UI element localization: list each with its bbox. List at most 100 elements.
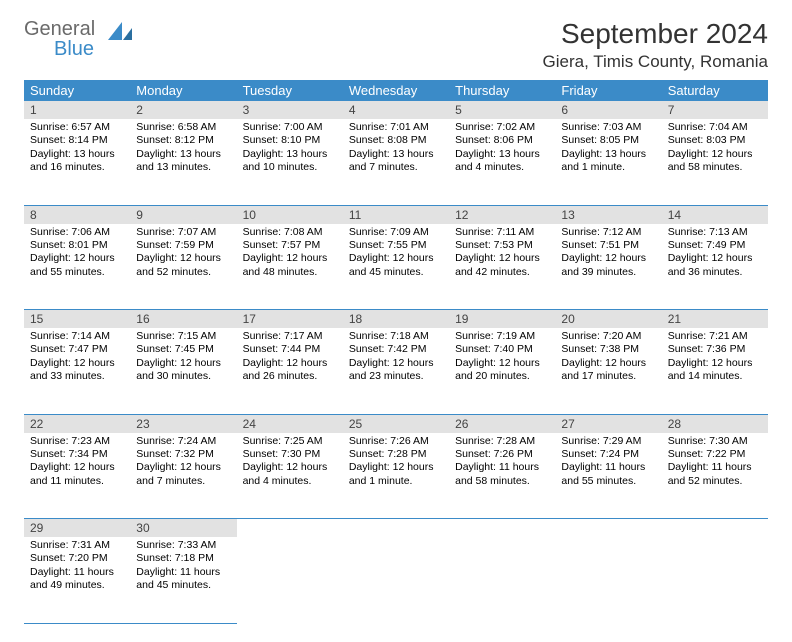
day-cell: Sunrise: 7:01 AMSunset: 8:08 PMDaylight:… xyxy=(343,119,449,205)
sunset-text: Sunset: 7:30 PM xyxy=(243,448,337,461)
day-cell: Sunrise: 7:19 AMSunset: 7:40 PMDaylight:… xyxy=(449,328,555,414)
weekday-thursday: Thursday xyxy=(449,80,555,101)
day-body: Sunrise: 7:03 AMSunset: 8:05 PMDaylight:… xyxy=(555,119,661,179)
daynum-cell: 11 xyxy=(343,205,449,224)
daylight-text: Daylight: 13 hours and 7 minutes. xyxy=(349,148,443,175)
week-row: Sunrise: 7:06 AMSunset: 8:01 PMDaylight:… xyxy=(24,224,768,310)
sunrise-text: Sunrise: 7:08 AM xyxy=(243,226,337,239)
day-cell: Sunrise: 7:02 AMSunset: 8:06 PMDaylight:… xyxy=(449,119,555,205)
day-body: Sunrise: 7:19 AMSunset: 7:40 PMDaylight:… xyxy=(449,328,555,388)
sunrise-text: Sunrise: 7:07 AM xyxy=(136,226,230,239)
day-cell: Sunrise: 7:18 AMSunset: 7:42 PMDaylight:… xyxy=(343,328,449,414)
day-body: Sunrise: 7:00 AMSunset: 8:10 PMDaylight:… xyxy=(237,119,343,179)
day-number xyxy=(449,519,555,537)
weekday-wednesday: Wednesday xyxy=(343,80,449,101)
day-cell: Sunrise: 7:20 AMSunset: 7:38 PMDaylight:… xyxy=(555,328,661,414)
daynum-cell: 20 xyxy=(555,310,661,329)
daylight-text: Daylight: 12 hours and 26 minutes. xyxy=(243,357,337,384)
daynum-cell: 28 xyxy=(662,414,768,433)
day-number: 24 xyxy=(237,415,343,433)
sunset-text: Sunset: 7:26 PM xyxy=(455,448,549,461)
day-number: 9 xyxy=(130,206,236,224)
day-cell: Sunrise: 7:06 AMSunset: 8:01 PMDaylight:… xyxy=(24,224,130,310)
daylight-text: Daylight: 12 hours and 36 minutes. xyxy=(668,252,762,279)
daynum-cell: 6 xyxy=(555,101,661,119)
sunset-text: Sunset: 8:06 PM xyxy=(455,134,549,147)
sunset-text: Sunset: 7:40 PM xyxy=(455,343,549,356)
sunrise-text: Sunrise: 7:33 AM xyxy=(136,539,230,552)
day-number: 25 xyxy=(343,415,449,433)
daynum-cell: 14 xyxy=(662,205,768,224)
sunset-text: Sunset: 7:53 PM xyxy=(455,239,549,252)
day-number: 3 xyxy=(237,101,343,119)
sunset-text: Sunset: 7:47 PM xyxy=(30,343,124,356)
day-number xyxy=(662,519,768,537)
daylight-text: Daylight: 13 hours and 1 minute. xyxy=(561,148,655,175)
day-body: Sunrise: 7:29 AMSunset: 7:24 PMDaylight:… xyxy=(555,433,661,493)
daynum-row: 22232425262728 xyxy=(24,414,768,433)
sunrise-text: Sunrise: 7:12 AM xyxy=(561,226,655,239)
daylight-text: Daylight: 12 hours and 30 minutes. xyxy=(136,357,230,384)
sunset-text: Sunset: 8:03 PM xyxy=(668,134,762,147)
day-cell: Sunrise: 7:30 AMSunset: 7:22 PMDaylight:… xyxy=(662,433,768,519)
sunrise-text: Sunrise: 7:11 AM xyxy=(455,226,549,239)
day-number: 7 xyxy=(662,101,768,119)
daylight-text: Daylight: 12 hours and 17 minutes. xyxy=(561,357,655,384)
daynum-cell: 22 xyxy=(24,414,130,433)
daynum-cell xyxy=(555,519,661,538)
day-number: 14 xyxy=(662,206,768,224)
day-cell: Sunrise: 7:21 AMSunset: 7:36 PMDaylight:… xyxy=(662,328,768,414)
day-number: 21 xyxy=(662,310,768,328)
day-number: 18 xyxy=(343,310,449,328)
day-number xyxy=(237,519,343,537)
day-body: Sunrise: 7:23 AMSunset: 7:34 PMDaylight:… xyxy=(24,433,130,493)
daylight-text: Daylight: 12 hours and 7 minutes. xyxy=(136,461,230,488)
daylight-text: Daylight: 12 hours and 52 minutes. xyxy=(136,252,230,279)
daynum-cell: 9 xyxy=(130,205,236,224)
daylight-text: Daylight: 11 hours and 45 minutes. xyxy=(136,566,230,593)
sunrise-text: Sunrise: 7:03 AM xyxy=(561,121,655,134)
day-cell: Sunrise: 7:04 AMSunset: 8:03 PMDaylight:… xyxy=(662,119,768,205)
day-cell: Sunrise: 7:08 AMSunset: 7:57 PMDaylight:… xyxy=(237,224,343,310)
sunset-text: Sunset: 7:49 PM xyxy=(668,239,762,252)
day-body: Sunrise: 7:20 AMSunset: 7:38 PMDaylight:… xyxy=(555,328,661,388)
sunset-text: Sunset: 7:57 PM xyxy=(243,239,337,252)
sunrise-text: Sunrise: 7:21 AM xyxy=(668,330,762,343)
sunset-text: Sunset: 8:05 PM xyxy=(561,134,655,147)
daynum-cell: 19 xyxy=(449,310,555,329)
sunset-text: Sunset: 7:59 PM xyxy=(136,239,230,252)
day-body: Sunrise: 7:33 AMSunset: 7:18 PMDaylight:… xyxy=(130,537,236,597)
day-body: Sunrise: 7:07 AMSunset: 7:59 PMDaylight:… xyxy=(130,224,236,284)
daynum-cell xyxy=(343,519,449,538)
header: General Blue September 2024 Giera, Timis… xyxy=(24,18,768,72)
week-row: Sunrise: 7:14 AMSunset: 7:47 PMDaylight:… xyxy=(24,328,768,414)
daylight-text: Daylight: 11 hours and 52 minutes. xyxy=(668,461,762,488)
day-body: Sunrise: 7:26 AMSunset: 7:28 PMDaylight:… xyxy=(343,433,449,493)
sunrise-text: Sunrise: 6:58 AM xyxy=(136,121,230,134)
day-cell: Sunrise: 7:23 AMSunset: 7:34 PMDaylight:… xyxy=(24,433,130,519)
day-number: 30 xyxy=(130,519,236,537)
day-cell xyxy=(237,537,343,623)
day-body: Sunrise: 7:14 AMSunset: 7:47 PMDaylight:… xyxy=(24,328,130,388)
week-row: Sunrise: 6:57 AMSunset: 8:14 PMDaylight:… xyxy=(24,119,768,205)
sunset-text: Sunset: 7:28 PM xyxy=(349,448,443,461)
day-number: 26 xyxy=(449,415,555,433)
day-body: Sunrise: 7:21 AMSunset: 7:36 PMDaylight:… xyxy=(662,328,768,388)
day-cell: Sunrise: 7:14 AMSunset: 7:47 PMDaylight:… xyxy=(24,328,130,414)
title-block: September 2024 Giera, Timis County, Roma… xyxy=(543,18,768,72)
day-cell: Sunrise: 7:13 AMSunset: 7:49 PMDaylight:… xyxy=(662,224,768,310)
daynum-cell: 30 xyxy=(130,519,236,538)
daylight-text: Daylight: 13 hours and 4 minutes. xyxy=(455,148,549,175)
daynum-cell xyxy=(662,519,768,538)
sunset-text: Sunset: 8:10 PM xyxy=(243,134,337,147)
sunset-text: Sunset: 8:01 PM xyxy=(30,239,124,252)
daylight-text: Daylight: 12 hours and 55 minutes. xyxy=(30,252,124,279)
day-cell xyxy=(662,537,768,623)
day-number xyxy=(343,519,449,537)
day-number: 17 xyxy=(237,310,343,328)
day-cell: Sunrise: 6:57 AMSunset: 8:14 PMDaylight:… xyxy=(24,119,130,205)
daynum-cell: 27 xyxy=(555,414,661,433)
daynum-cell: 21 xyxy=(662,310,768,329)
daylight-text: Daylight: 11 hours and 49 minutes. xyxy=(30,566,124,593)
day-number: 20 xyxy=(555,310,661,328)
